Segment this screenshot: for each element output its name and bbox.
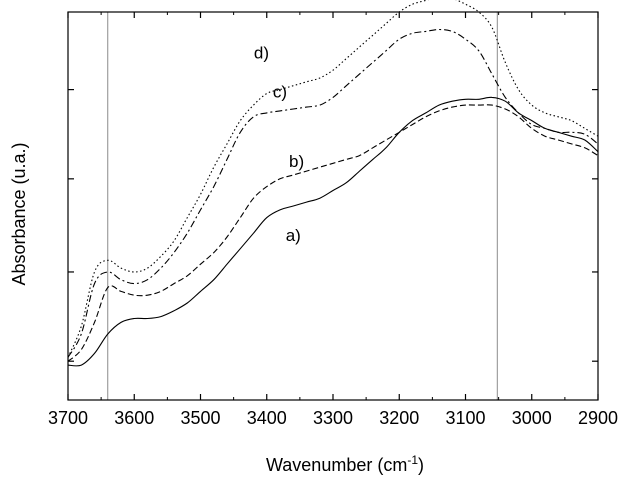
- series-label: a): [286, 226, 301, 245]
- x-tick-label: 3100: [445, 408, 485, 428]
- series-line-b: [67, 104, 599, 362]
- reference-lines: [107, 12, 498, 400]
- series-labels: a) b) c)d): [254, 44, 304, 245]
- ticks-layer: 3700 3600 3500 3400 3300 3200 3100 3000 2900: [48, 12, 618, 428]
- x-tick-label: 3200: [379, 408, 419, 428]
- y-axis-label: Absorbance (u.a.): [9, 142, 29, 285]
- x-tick-label: 3500: [180, 408, 220, 428]
- x-tick-label: 2900: [578, 408, 618, 428]
- x-tick-label: 3000: [512, 408, 552, 428]
- x-tick-label: 3600: [114, 408, 154, 428]
- series-line-a: [67, 96, 599, 367]
- x-tick-label: 3700: [48, 408, 88, 428]
- x-tick-label: 3300: [313, 408, 353, 428]
- series-layer: [67, 0, 599, 367]
- series-label: d): [254, 44, 269, 63]
- x-axis-label: Wavenumber (cm-1): [266, 453, 424, 475]
- series-label: c): [273, 82, 287, 101]
- series-label: b): [289, 152, 304, 171]
- x-tick-label: 3400: [247, 408, 287, 428]
- series-line-c: [67, 28, 599, 358]
- series-line-d: [67, 0, 599, 358]
